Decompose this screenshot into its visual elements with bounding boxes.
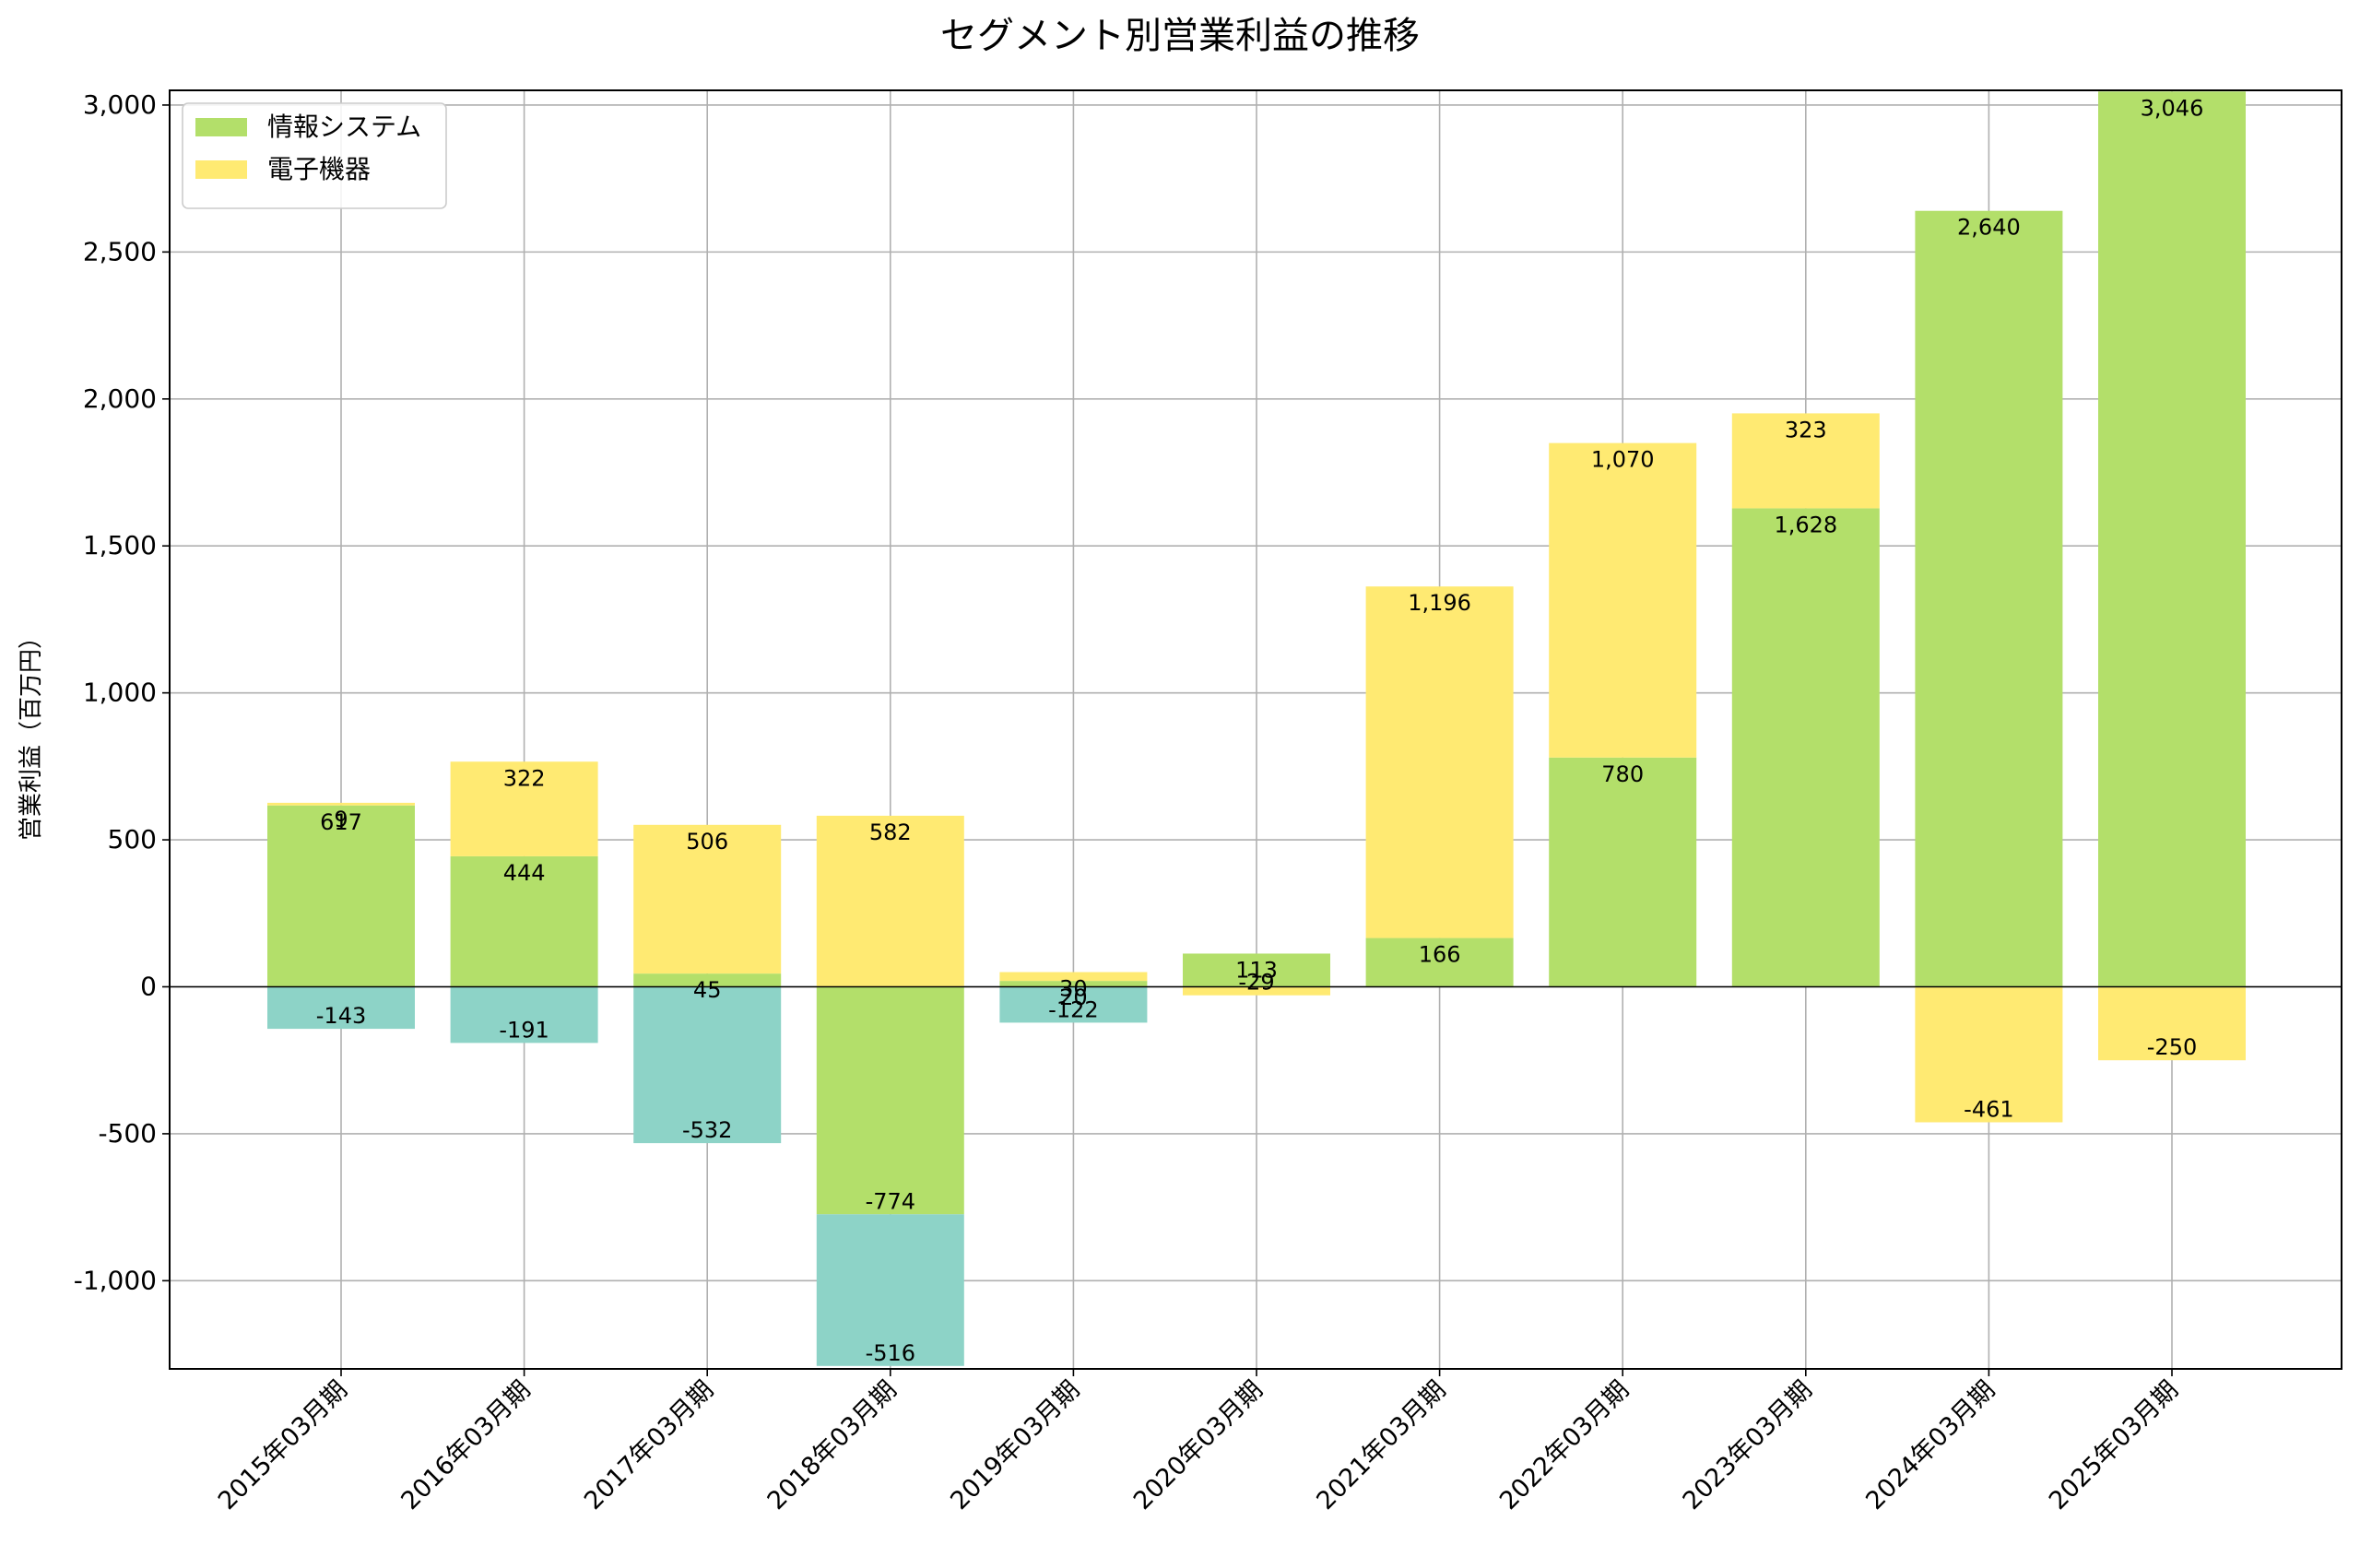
x-tick-label: 2020年03月期 [1128,1375,1268,1515]
bar-value-label: 780 [1601,761,1644,787]
bar-value-label: -29 [1238,970,1274,996]
y-tick-label: -500 [98,1118,157,1149]
bar-value-label: 506 [686,829,728,855]
bar-value-label: -191 [499,1017,549,1043]
bar-series-0[interactable] [450,855,598,987]
bar-series-1[interactable] [1915,986,2063,1123]
bar-series-1[interactable] [633,824,782,974]
x-tick-label: 2015年03月期 [213,1375,353,1515]
y-axis-label: 営業利益（百万円） [18,625,45,841]
bar-series-0[interactable] [1915,210,2063,987]
bar-series-1[interactable] [267,802,415,806]
y-tick-label: 3,000 [83,89,157,120]
x-tick-label: 2021年03月期 [1311,1375,1451,1515]
bar-value-label: -143 [316,1003,366,1029]
bar-series-1[interactable] [1183,986,1330,996]
x-tick-label: 2025年03月期 [2044,1375,2184,1515]
bar-value-label: -774 [866,1188,915,1214]
bar-value-label: -122 [1048,996,1098,1022]
chart-title: セグメント別営業利益の推移 [940,15,1420,57]
bar-value-label: 113 [1235,957,1278,983]
bar-series-2[interactable] [267,986,415,1030]
bar-series-0[interactable] [1549,757,1697,987]
legend-swatch [195,118,247,136]
bar-series-0[interactable] [1365,937,1514,987]
bar-series-0[interactable] [2098,91,2246,987]
x-tick-label: 2024年03月期 [1860,1375,2000,1515]
bar-value-label: 617 [320,809,362,835]
bar-series-1[interactable] [450,761,598,856]
bar-series-0[interactable] [1731,508,1880,987]
x-tick-label: 2023年03月期 [1678,1375,1818,1515]
bar-value-label: -250 [2147,1034,2197,1060]
y-tick-label: 1,500 [83,530,157,560]
legend-label: 情報システム [267,112,421,142]
y-tick-label: 2,500 [83,236,157,266]
bar-series-1[interactable] [1549,442,1697,758]
bar-series-0[interactable] [633,973,782,987]
plot-frame [169,89,2342,1370]
bar-series-1[interactable] [999,972,1148,982]
x-tick-label: 2018年03月期 [762,1375,903,1515]
bar-value-label: 323 [1785,417,1827,442]
bar-value-label: 1,070 [1591,447,1655,473]
bar-value-label: 322 [503,765,546,791]
bar-value-label: 582 [869,819,912,845]
x-tick-label: 2022年03月期 [1494,1375,1634,1515]
x-tick-label: 2017年03月期 [579,1375,719,1515]
data-label-layer: 617 444 45 -774 20 113 166 780 1,628 2,640 3,046 9 3… [316,95,2204,1366]
bar-series-0[interactable] [1183,953,1330,987]
bar-series-2[interactable] [450,986,598,1043]
bar-value-label: 444 [503,860,546,886]
bar-value-label: 1,196 [1408,590,1471,616]
bar-value-label: 45 [693,977,722,1003]
bar-value-label: 2,640 [1957,215,2021,241]
bar-value-label: -461 [1964,1096,2013,1122]
legend-label: 電子機器 [267,154,371,184]
y-tick-label: 0 [140,971,157,1001]
y-tick-label: 500 [108,824,157,855]
bar-series-1[interactable] [1731,413,1880,509]
bar-value-label: -516 [866,1340,915,1366]
bar-series-2[interactable] [816,1214,964,1366]
bar-value-label: 30 [1059,976,1088,1002]
x-tick-label: 2019年03月期 [945,1375,1085,1515]
bar-value-label: 9 [334,807,348,832]
bar-series-0[interactable] [267,805,415,987]
bar-value-label: -532 [682,1117,732,1143]
bar-series-1[interactable] [2098,986,2246,1061]
y-tick-label: -1,000 [74,1265,157,1295]
bar-series-2[interactable] [999,986,1148,1023]
bar-value-label: 3,046 [2141,95,2204,121]
legend-box [182,102,447,209]
bar-series-1[interactable] [1365,586,1514,938]
bar-series-0[interactable] [999,981,1148,987]
bar-series-2[interactable] [633,986,782,1144]
bar-value-label: 166 [1419,942,1461,968]
bar-series-1[interactable] [816,815,964,987]
y-tick-label: 1,000 [83,678,157,708]
bar-value-label: 20 [1059,984,1088,1010]
x-tick-label: 2016年03月期 [395,1375,536,1515]
bar-value-label: 1,628 [1774,512,1837,537]
bar-layer [267,91,2246,1366]
legend-swatch [195,160,247,179]
y-tick-label: 2,000 [83,383,157,414]
bar-series-0[interactable] [816,986,964,1215]
